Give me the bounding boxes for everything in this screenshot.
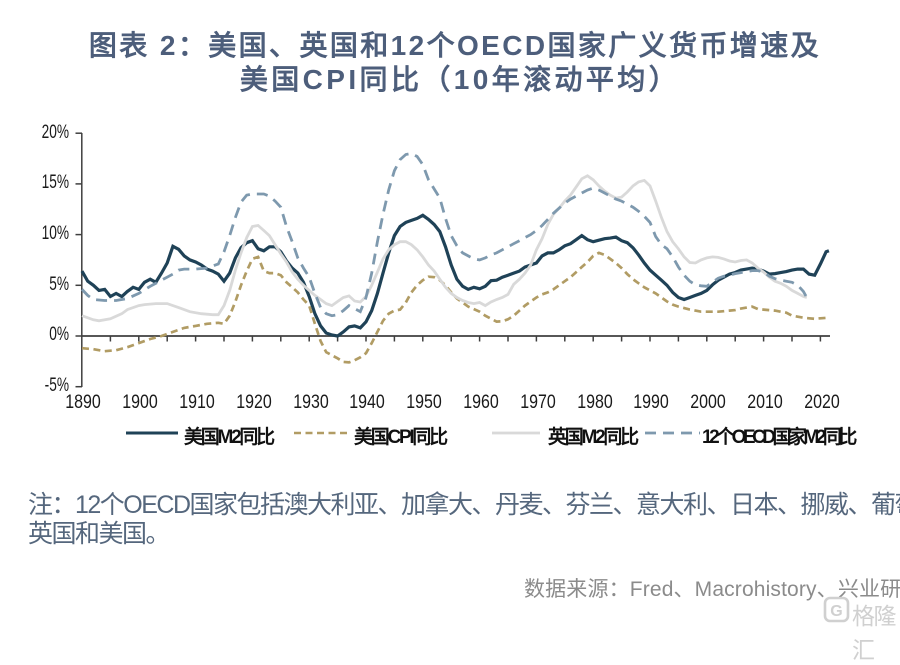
svg-text:G: G — [830, 603, 842, 620]
